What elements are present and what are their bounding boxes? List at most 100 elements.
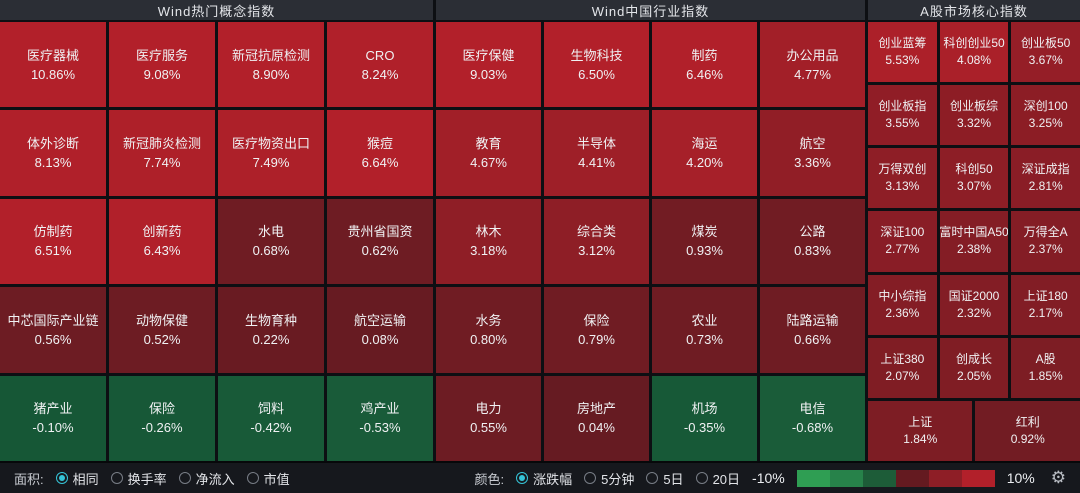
treemap-cell[interactable]: CRO 8.24% (327, 22, 433, 108)
treemap-cell[interactable]: 电信 -0.68% (760, 375, 865, 461)
treemap-cell[interactable]: 万得全A 2.37% (1011, 211, 1080, 272)
treemap-cell[interactable]: 深创100 3.25% (1011, 85, 1080, 146)
treemap-cell[interactable]: 科创50 3.07% (939, 148, 1009, 209)
treemap-cell[interactable]: 上证 1.84% (868, 400, 973, 461)
treemap-cell[interactable]: 上证180 2.17% (1011, 274, 1080, 335)
legend-segment-2 (862, 469, 896, 487)
treemap-cell[interactable]: 公路 0.83% (760, 198, 865, 285)
treemap-cell[interactable]: 创业板50 3.67% (1011, 22, 1080, 83)
scale-min-label: -10% (752, 470, 785, 486)
cell-change-percent: 8.24% (361, 66, 399, 82)
treemap-cell[interactable]: 科创创业50 4.08% (939, 22, 1009, 83)
cell-change-percent: -0.68% (791, 420, 834, 436)
cell-change-percent: 6.50% (578, 66, 615, 82)
treemap-cell[interactable]: 办公用品 4.77% (760, 22, 865, 108)
cell-change-percent: 1.84% (903, 431, 938, 446)
treemap-cell[interactable]: 生物育种 0.22% (218, 287, 324, 373)
treemap-cell[interactable]: 深证100 2.77% (868, 211, 937, 272)
radio-label: 20日 (712, 471, 741, 487)
treemap-cell[interactable]: 水电 0.68% (218, 198, 324, 285)
treemap-cell[interactable]: 贵州省国资 0.62% (327, 198, 433, 285)
treemap-cell[interactable]: 猪产业 -0.10% (0, 375, 106, 461)
treemap-cell[interactable]: 中芯国际产业链 0.56% (0, 287, 106, 373)
treemap-cell[interactable]: 新冠抗原检测 8.90% (218, 22, 324, 108)
treemap-cell[interactable]: 航空运输 0.08% (327, 287, 433, 373)
treemap-cell[interactable]: 海运 4.20% (652, 110, 757, 196)
cell-change-percent: 2.37% (1028, 242, 1063, 257)
area-option-1[interactable]: 换手率 (110, 469, 167, 488)
gear-icon[interactable]: ⚙ (1050, 467, 1066, 488)
treemap-cell[interactable]: 万得双创 3.13% (868, 148, 937, 209)
treemap-cell[interactable]: 富时中国A50 2.38% (939, 211, 1009, 272)
treemap-cell[interactable]: 煤炭 0.93% (652, 198, 757, 285)
treemap-cell[interactable]: 鸡产业 -0.53% (327, 375, 433, 461)
treemap-cell[interactable]: 保险 -0.26% (109, 375, 215, 461)
treemap-cell[interactable]: 教育 4.67% (436, 110, 541, 196)
treemap-cell[interactable]: 创业板指 3.55% (868, 85, 937, 146)
cell-change-percent: 6.51% (34, 243, 72, 259)
treemap-cell[interactable]: 深证成指 2.81% (1011, 148, 1080, 209)
cell-index-name: 创业蓝筹 (878, 36, 927, 51)
cell-index-name: 机场 (691, 401, 718, 417)
treemap-cell[interactable]: 创业蓝筹 5.53% (868, 22, 937, 83)
cell-index-name: 农业 (691, 312, 718, 328)
treemap-cell[interactable]: 水务 0.80% (436, 287, 541, 373)
treemap-cell[interactable]: 新冠肺炎检测 7.74% (109, 110, 215, 196)
treemap-cell[interactable]: 猴痘 6.64% (327, 110, 433, 196)
treemap-cell[interactable]: 国证2000 2.32% (939, 274, 1009, 335)
area-option-3[interactable]: 市值 (246, 469, 290, 488)
treemap-cell[interactable]: A股 1.85% (1011, 337, 1080, 398)
cell-change-percent: -0.26% (141, 420, 183, 436)
radio-icon (110, 472, 123, 484)
cell-index-name: 电信 (799, 401, 826, 417)
cell-index-name: 创业板指 (878, 99, 927, 114)
color-option-0[interactable]: 涨跌幅 (516, 469, 572, 488)
treemap-cell[interactable]: 陆路运输 0.66% (760, 287, 865, 373)
treemap-cell[interactable]: 航空 3.36% (760, 110, 865, 196)
cell-change-percent: 0.08% (361, 331, 399, 347)
bottom-toolbar: 面积: 相同 换手率 净流入 市值 颜色: 涨跌幅 5分钟 5日 20日 -10% 10% … (0, 461, 1080, 493)
treemap-cell[interactable]: 半导体 4.41% (544, 110, 649, 196)
treemap-cell[interactable]: 电力 0.55% (436, 375, 541, 461)
cell-index-name: 房地产 (576, 401, 616, 417)
treemap-cell[interactable]: 制药 6.46% (652, 22, 757, 108)
treemap-cell[interactable]: 生物科技 6.50% (544, 22, 649, 108)
treemap-cell[interactable]: 农业 0.73% (652, 287, 757, 373)
area-option-2[interactable]: 净流入 (178, 469, 235, 488)
cell-index-name: 万得全A (1023, 225, 1068, 240)
cell-index-name: 航空运输 (353, 312, 406, 328)
treemap-cell[interactable]: 保险 0.79% (544, 287, 649, 373)
legend-segment-1 (829, 469, 863, 487)
treemap-cell[interactable]: 创新药 6.43% (109, 198, 215, 285)
treemap-cell[interactable]: 上证380 2.07% (868, 337, 937, 398)
treemap-cell[interactable]: 医疗服务 9.08% (109, 22, 215, 108)
radio-icon (246, 472, 259, 484)
treemap-cell[interactable]: 动物保健 0.52% (109, 287, 215, 373)
treemap-cell[interactable]: 医疗器械 10.86% (0, 22, 106, 108)
cell-index-name: 医疗服务 (135, 47, 188, 63)
treemap-cell[interactable]: 医疗保健 9.03% (436, 22, 541, 108)
color-option-1[interactable]: 5分钟 (584, 469, 634, 488)
color-label: 颜色: (474, 471, 505, 487)
treemap-cell[interactable]: 中小综指 2.36% (868, 274, 937, 335)
cell-change-percent: -0.10% (32, 420, 74, 436)
cell-change-percent: 4.20% (686, 155, 723, 171)
color-option-2[interactable]: 5日 (646, 469, 684, 488)
treemap-cell[interactable]: 房地产 0.04% (544, 375, 649, 461)
color-option-3[interactable]: 20日 (695, 469, 741, 488)
treemap-cell[interactable]: 综合类 3.12% (544, 198, 649, 285)
treemap-cell[interactable]: 创成长 2.05% (939, 337, 1009, 398)
panel-grid-core: 创业蓝筹 5.53% 科创创业50 4.08% 创业板50 3.67% 创业板指 3.55% 创… (868, 22, 1080, 461)
treemap-cell[interactable]: 体外诊断 8.13% (0, 110, 106, 196)
treemap-cell[interactable]: 医疗物资出口 7.49% (218, 110, 324, 196)
treemap-cell[interactable]: 林木 3.18% (436, 198, 541, 285)
area-option-0[interactable]: 相同 (55, 469, 99, 488)
cell-index-name: 红利 (1015, 414, 1040, 429)
treemap-cell[interactable]: 红利 0.92% (975, 400, 1080, 461)
treemap-cell[interactable]: 仿制药 6.51% (0, 198, 106, 285)
cell-change-percent: 2.07% (885, 368, 920, 383)
cell-index-name: 教育 (475, 136, 502, 152)
treemap-cell[interactable]: 机场 -0.35% (652, 375, 757, 461)
treemap-cell[interactable]: 饲料 -0.42% (218, 375, 324, 461)
treemap-cell[interactable]: 创业板综 3.32% (939, 85, 1009, 146)
